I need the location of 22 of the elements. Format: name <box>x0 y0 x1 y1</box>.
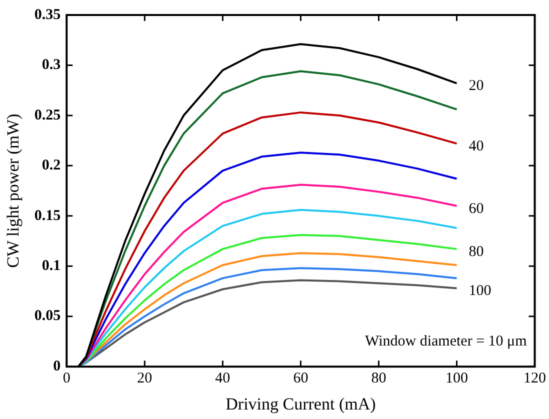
x-tick-label: 60 <box>293 370 308 387</box>
x-tick-label: 80 <box>371 370 386 387</box>
y-tick-label: 0.25 <box>34 107 61 124</box>
x-axis-title: Driving Current (mA) <box>226 394 376 414</box>
x-tick-label: 120 <box>524 370 546 387</box>
y-tick-label: 0.35 <box>34 6 61 23</box>
y-tick-label: 0.2 <box>42 158 61 174</box>
x-tick-label: 100 <box>445 370 468 387</box>
x-tick-label: 40 <box>215 370 230 387</box>
y-tick-label: 0.1 <box>42 258 61 274</box>
annotation: 20 <box>468 78 484 94</box>
annotation: 100 <box>468 283 492 300</box>
annotation: 80 <box>468 244 484 260</box>
y-tick-label: 0.15 <box>34 208 61 224</box>
x-tick-label: 20 <box>137 370 152 387</box>
y-tick-label: 0.05 <box>34 308 61 324</box>
annotation: 60 <box>468 200 484 217</box>
annotation: Window diameter = 10 μm <box>365 334 528 350</box>
y-tick-label: 0 <box>53 358 61 374</box>
y-tick-label: 0.3 <box>42 57 61 74</box>
annotation: 40 <box>468 138 484 155</box>
y-axis-title: CW light power (mW) <box>4 114 23 268</box>
